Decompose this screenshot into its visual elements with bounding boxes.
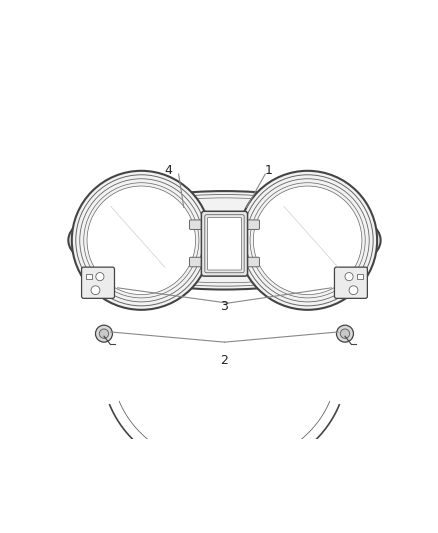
FancyBboxPatch shape — [190, 220, 203, 229]
FancyBboxPatch shape — [246, 220, 259, 229]
Circle shape — [340, 329, 350, 338]
Circle shape — [238, 171, 377, 310]
FancyBboxPatch shape — [208, 217, 241, 270]
Circle shape — [91, 286, 100, 295]
Bar — [86, 274, 92, 279]
Circle shape — [96, 272, 104, 281]
FancyBboxPatch shape — [246, 257, 259, 267]
FancyBboxPatch shape — [190, 257, 203, 267]
Text: 1: 1 — [265, 164, 272, 177]
Circle shape — [345, 272, 353, 281]
Circle shape — [72, 171, 211, 310]
Ellipse shape — [68, 191, 381, 289]
Text: 4: 4 — [165, 164, 173, 177]
Circle shape — [253, 186, 362, 295]
Circle shape — [95, 325, 113, 342]
Circle shape — [87, 186, 196, 295]
Text: 2: 2 — [221, 354, 228, 367]
Bar — [357, 274, 363, 279]
Circle shape — [349, 286, 358, 295]
Circle shape — [99, 329, 109, 338]
FancyBboxPatch shape — [335, 267, 367, 298]
FancyBboxPatch shape — [201, 211, 247, 276]
Text: 3: 3 — [221, 300, 228, 313]
Circle shape — [336, 325, 353, 342]
FancyBboxPatch shape — [81, 267, 114, 298]
